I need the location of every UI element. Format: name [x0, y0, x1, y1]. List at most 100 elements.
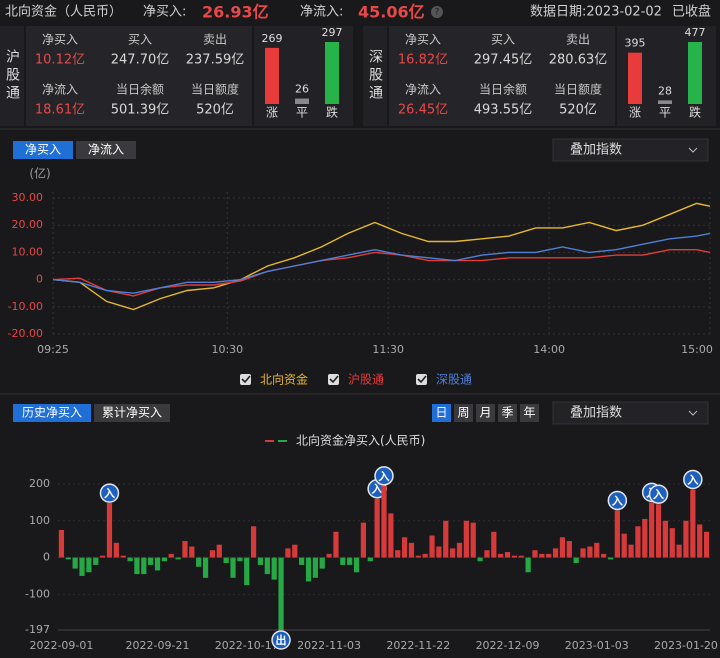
- net-inflow-label: 净流入:: [300, 5, 343, 20]
- legend-checkbox[interactable]: [328, 374, 339, 385]
- tab-label[interactable]: 累计净买入: [102, 406, 162, 420]
- bar: [305, 557, 312, 582]
- bar: [374, 498, 380, 558]
- y-tick-label: 200: [29, 477, 50, 490]
- bar: [525, 557, 531, 573]
- bar: [65, 557, 71, 560]
- tab[interactable]: [454, 404, 473, 422]
- bar: [120, 555, 126, 558]
- tab[interactable]: [520, 404, 539, 422]
- breadth-label: 平: [659, 106, 671, 120]
- signal-label[interactable]: 入: [687, 474, 698, 487]
- tab[interactable]: [76, 141, 136, 159]
- tab[interactable]: [498, 404, 517, 422]
- bar: [154, 557, 161, 571]
- tab[interactable]: [476, 404, 495, 422]
- bar: [450, 548, 456, 558]
- breadth-count: 477: [685, 26, 706, 39]
- bar: [367, 557, 373, 562]
- tab-label[interactable]: 净流入: [88, 143, 124, 157]
- legend-checkbox[interactable]: [240, 374, 251, 385]
- legend-checkbox[interactable]: [416, 374, 427, 385]
- bar: [463, 520, 469, 558]
- bar: [86, 557, 92, 573]
- tab-label[interactable]: 周: [457, 406, 469, 420]
- panel-name: 沪股通: [4, 49, 20, 103]
- tab-label[interactable]: 季: [501, 406, 513, 420]
- breadth-label: 平: [296, 106, 308, 120]
- stat-label: 当日余额: [116, 82, 164, 97]
- tab[interactable]: [94, 404, 170, 422]
- signal-label[interactable]: 入: [653, 488, 664, 501]
- bar: [697, 524, 703, 558]
- stat-label: 净买入: [405, 33, 441, 47]
- signal-icon[interactable]: [683, 469, 703, 490]
- bar: [196, 557, 202, 567]
- tab[interactable]: [432, 404, 451, 422]
- panel-stats: [26, 26, 252, 126]
- stat-value: 26.45亿: [398, 103, 448, 118]
- tab-label[interactable]: 净买入: [25, 143, 61, 157]
- y-tick-label: 0: [43, 551, 50, 564]
- legend-check: [417, 375, 427, 384]
- stat-value: 520亿: [559, 103, 597, 118]
- bar: [614, 510, 620, 558]
- breadth-bar: [325, 42, 339, 104]
- help-icon[interactable]: [431, 6, 443, 18]
- series-line: [52, 232, 711, 294]
- bar: [106, 503, 113, 558]
- bar: [113, 542, 119, 558]
- tab-label[interactable]: 月: [479, 406, 491, 420]
- signal-label[interactable]: 出: [276, 633, 287, 647]
- tab-label[interactable]: 历史净买入: [22, 406, 82, 420]
- stat-label: 当日余额: [479, 82, 527, 97]
- bar: [408, 542, 415, 558]
- signal-label[interactable]: 入: [379, 470, 390, 483]
- signal-icon[interactable]: [99, 483, 120, 503]
- bar: [655, 504, 662, 558]
- x-tick-label: 2022-11-22: [386, 639, 450, 652]
- legend-label[interactable]: 北向资金: [260, 372, 308, 387]
- signal-label[interactable]: 入: [372, 483, 383, 496]
- bar: [319, 557, 325, 569]
- x-tick-label: 2023-01-03: [565, 639, 629, 652]
- bar: [559, 537, 566, 558]
- bar: [546, 553, 552, 558]
- signal-label[interactable]: 入: [612, 494, 623, 507]
- legend-label[interactable]: 沪股通: [348, 373, 384, 387]
- overlay-label[interactable]: 叠加指数: [570, 406, 622, 421]
- legend-label[interactable]: 深股通: [436, 373, 472, 387]
- breadth-count: 297: [322, 26, 343, 39]
- overlay-label[interactable]: 叠加指数: [570, 143, 622, 158]
- overlay-dropdown[interactable]: [552, 138, 709, 162]
- signal-icon[interactable]: [271, 630, 291, 650]
- signal-icon[interactable]: [607, 490, 628, 511]
- bar: [662, 520, 668, 558]
- stat-label: 买入: [128, 33, 152, 47]
- legend-check: [329, 375, 339, 384]
- bar: [353, 557, 360, 573]
- bar: [703, 531, 710, 558]
- bar: [216, 544, 222, 558]
- bar: [518, 555, 524, 558]
- tab[interactable]: [13, 141, 73, 159]
- y-axis-label: (亿): [29, 166, 50, 181]
- tab-label[interactable]: 年: [523, 406, 535, 420]
- signal-icon[interactable]: [374, 466, 394, 486]
- stat-value: 237.59亿: [186, 53, 245, 68]
- overlay-dropdown[interactable]: [552, 401, 709, 425]
- bar: [690, 489, 696, 558]
- status: 已收盘: [672, 4, 711, 20]
- x-tick-label: 2022-10-17: [215, 639, 279, 652]
- tab-label[interactable]: 日: [435, 406, 447, 420]
- signal-label[interactable]: 入: [104, 487, 115, 500]
- x-tick-label: 2022-12-09: [476, 639, 540, 652]
- stat-value: 493.55亿: [474, 103, 533, 118]
- breadth-count: 395: [625, 37, 646, 50]
- series-line: [52, 202, 711, 311]
- bar: [443, 520, 449, 558]
- tab[interactable]: [13, 404, 91, 422]
- bar: [456, 542, 463, 558]
- signal-icon[interactable]: [648, 484, 669, 504]
